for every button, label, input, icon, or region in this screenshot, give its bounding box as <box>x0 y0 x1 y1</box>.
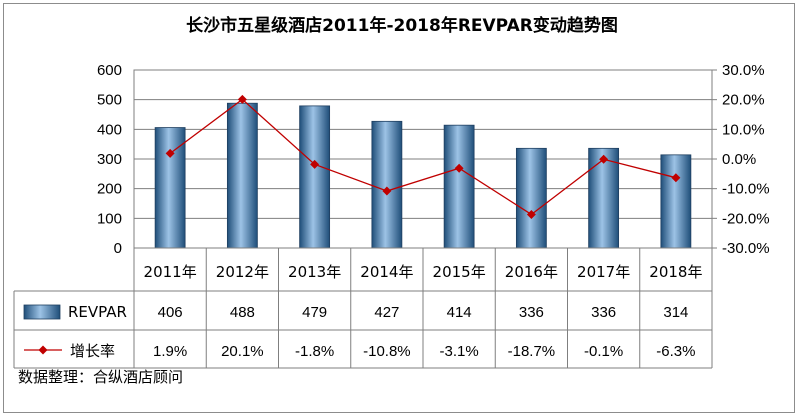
axes: 0 100 200 300 400 500 600 -30.0% -20.0% -10.0% 0.0… <box>97 62 770 257</box>
category-label: 2014年 <box>360 263 413 281</box>
bar-revpar-2018年 <box>660 154 692 249</box>
growth-rate-marker-2012年 <box>237 94 247 104</box>
legend-label-revpar: REVPAR <box>68 303 127 321</box>
data-label-REVPAR: 414 <box>447 304 472 321</box>
growth-rate-marker-2015年 <box>454 163 464 173</box>
legend-label-growth: 增长率 <box>70 342 115 360</box>
y-left-tick-label: 200 <box>97 181 122 198</box>
bar-revpar-2013年 <box>299 105 331 249</box>
data-label-增长率: -18.7% <box>508 343 556 360</box>
bar-revpar-2015年 <box>443 124 475 249</box>
category-label: 2018年 <box>649 263 702 281</box>
growth-rate-marker-2014年 <box>382 186 392 196</box>
line-series <box>165 94 681 219</box>
growth-rate-marker-2013年 <box>310 159 320 169</box>
legend-key-marker-growth <box>38 345 48 355</box>
y-left-tick-label: 400 <box>97 121 122 138</box>
y-right-tick-label: 30.0% <box>722 62 765 79</box>
y-left-tick-label: 600 <box>97 62 122 79</box>
y-right-tick-label: 20.0% <box>722 92 765 109</box>
y-left-tick-label: 0 <box>114 240 122 257</box>
y-right-tick-label: -30.0% <box>722 240 770 257</box>
category-label: 2015年 <box>433 263 486 281</box>
data-table: 2011年 2012年 2013年 2014年 2015年 2016年 2017年 2018年… <box>13 248 713 369</box>
legend-key-revpar <box>23 304 61 320</box>
y-right-tick-label: 10.0% <box>722 121 765 138</box>
chart-title: 长沙市五星级酒店2011年-2018年REVPAR变动趋势图 <box>186 15 618 36</box>
growth-rate-marker-2011年 <box>165 148 175 158</box>
data-label-增长率: 20.1% <box>221 343 264 360</box>
bar-revpar-2012年 <box>226 102 258 249</box>
y-left-tick-label: 300 <box>97 151 122 168</box>
data-label-增长率: -6.3% <box>656 343 695 360</box>
category-label: 2016年 <box>505 263 558 281</box>
data-label-REVPAR: 406 <box>158 304 183 321</box>
gridlines <box>134 69 712 249</box>
bar-revpar-2014年 <box>371 120 403 249</box>
data-label-增长率: -10.8% <box>363 343 411 360</box>
data-label-REVPAR: 427 <box>374 304 399 321</box>
data-label-增长率: -3.1% <box>440 343 479 360</box>
category-label: 2011年 <box>144 263 197 281</box>
y-right-tick-label: -20.0% <box>722 210 770 227</box>
data-label-REVPAR: 336 <box>591 304 616 321</box>
bar-series <box>154 102 692 249</box>
data-label-增长率: 1.9% <box>153 343 187 360</box>
category-label: 2012年 <box>216 263 269 281</box>
y-right-tick-label: -10.0% <box>722 181 770 198</box>
category-label: 2017年 <box>577 263 630 281</box>
y-left-tick-label: 100 <box>97 210 122 227</box>
y-right-tick-label: 0.0% <box>722 151 756 168</box>
data-label-REVPAR: 479 <box>302 304 327 321</box>
growth-rate-marker-2017年 <box>599 154 609 164</box>
bar-revpar-2011年 <box>154 127 186 249</box>
bar-revpar-2016年 <box>515 147 547 249</box>
data-label-REVPAR: 336 <box>519 304 544 321</box>
growth-rate-marker-2018年 <box>671 173 681 183</box>
y-left-tick-label: 500 <box>97 92 122 109</box>
data-label-REVPAR: 488 <box>230 304 255 321</box>
growth-rate-line <box>169 98 677 216</box>
growth-rate-marker-2016年 <box>526 209 536 219</box>
bar-revpar-2017年 <box>588 147 620 249</box>
data-label-REVPAR: 314 <box>663 304 688 321</box>
data-label-增长率: -1.8% <box>295 343 334 360</box>
category-label: 2013年 <box>288 263 341 281</box>
data-label-增长率: -0.1% <box>584 343 623 360</box>
source-note: 数据整理：合纵酒店顾问 <box>18 368 183 386</box>
